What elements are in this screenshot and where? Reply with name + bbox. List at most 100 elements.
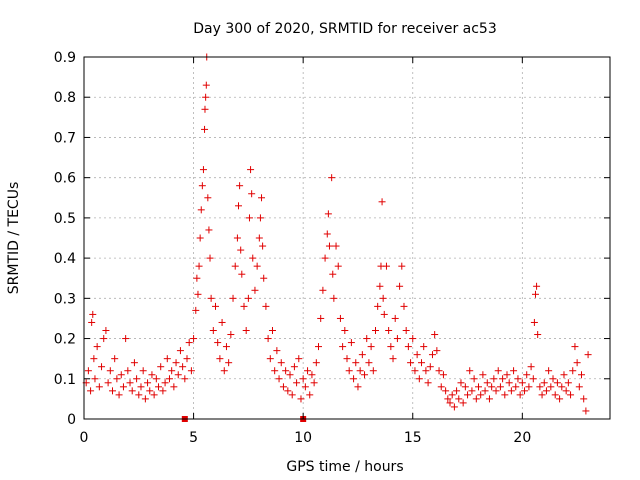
data-point	[233, 234, 241, 242]
data-point	[260, 274, 268, 282]
data-point	[325, 242, 333, 250]
data-point	[420, 343, 428, 351]
data-point	[190, 335, 198, 343]
data-point	[275, 375, 283, 383]
data-point	[183, 355, 191, 363]
x-tick-label: 15	[404, 430, 422, 446]
data-point	[542, 387, 550, 395]
data-point	[490, 375, 498, 383]
data-point	[387, 343, 395, 351]
data-point	[242, 327, 250, 335]
data-point	[87, 387, 95, 395]
data-point	[266, 355, 274, 363]
data-point	[444, 395, 452, 403]
data-point	[391, 314, 399, 322]
data-point	[433, 347, 441, 355]
data-point	[308, 371, 316, 379]
data-point	[529, 375, 537, 383]
data-point	[521, 387, 529, 395]
data-point	[358, 351, 366, 359]
data-point	[466, 367, 474, 375]
data-point	[93, 343, 101, 351]
y-tick-label: 0.8	[54, 90, 76, 106]
data-point	[128, 387, 136, 395]
data-point	[256, 214, 264, 222]
data-point	[562, 387, 570, 395]
data-point	[119, 383, 127, 391]
data-point	[503, 371, 511, 379]
data-point	[380, 310, 388, 318]
data-point	[181, 375, 189, 383]
data-point	[376, 282, 384, 290]
data-point	[176, 347, 184, 355]
data-point	[102, 327, 110, 335]
data-point	[262, 302, 270, 310]
data-point	[268, 327, 276, 335]
data-point	[174, 371, 182, 379]
data-point	[90, 355, 98, 363]
data-point	[295, 355, 303, 363]
data-point	[439, 371, 447, 379]
y-tick-label: 0.6	[54, 171, 76, 187]
data-point	[477, 391, 485, 399]
data-point	[198, 182, 206, 190]
data-point	[385, 327, 393, 335]
data-point	[236, 182, 244, 190]
data-point	[245, 214, 253, 222]
data-point	[185, 339, 193, 347]
data-point	[89, 310, 97, 318]
data-point	[573, 359, 581, 367]
data-point	[95, 383, 103, 391]
data-point	[315, 343, 323, 351]
data-point	[468, 387, 476, 395]
data-point	[400, 302, 408, 310]
data-point	[150, 391, 158, 399]
data-point	[222, 343, 230, 351]
data-point	[534, 331, 542, 339]
data-point	[523, 371, 531, 379]
data-point	[133, 375, 141, 383]
data-point	[277, 359, 285, 367]
data-point	[457, 379, 465, 387]
data-point	[365, 359, 373, 367]
x-tick-label: 0	[80, 430, 89, 446]
data-point	[199, 166, 207, 174]
data-point	[485, 395, 493, 403]
data-point	[201, 125, 209, 133]
data-point	[499, 375, 507, 383]
data-point	[461, 383, 469, 391]
data-point	[382, 262, 390, 270]
data-point	[255, 234, 263, 242]
data-point	[240, 302, 248, 310]
data-point	[472, 395, 480, 403]
data-point	[288, 391, 296, 399]
data-point	[214, 339, 222, 347]
data-point	[88, 318, 96, 326]
data-point	[304, 367, 312, 375]
data-point	[525, 383, 533, 391]
data-point	[187, 367, 195, 375]
data-point	[104, 379, 112, 387]
data-point	[393, 335, 401, 343]
data-point	[492, 387, 500, 395]
data-point	[137, 383, 145, 391]
data-point	[141, 395, 149, 403]
data-point	[297, 395, 305, 403]
data-point	[437, 383, 445, 391]
data-point	[455, 395, 463, 403]
data-point	[435, 367, 443, 375]
data-point	[453, 387, 461, 395]
data-point	[290, 363, 298, 371]
data-point	[512, 383, 520, 391]
data-point	[422, 367, 430, 375]
data-point	[407, 359, 415, 367]
data-point	[139, 367, 147, 375]
data-point	[404, 343, 412, 351]
y-tick-label: 0.9	[54, 50, 76, 66]
data-point	[347, 339, 355, 347]
data-point	[459, 399, 467, 407]
data-point	[514, 375, 522, 383]
data-point	[159, 387, 167, 395]
data-point	[279, 383, 287, 391]
